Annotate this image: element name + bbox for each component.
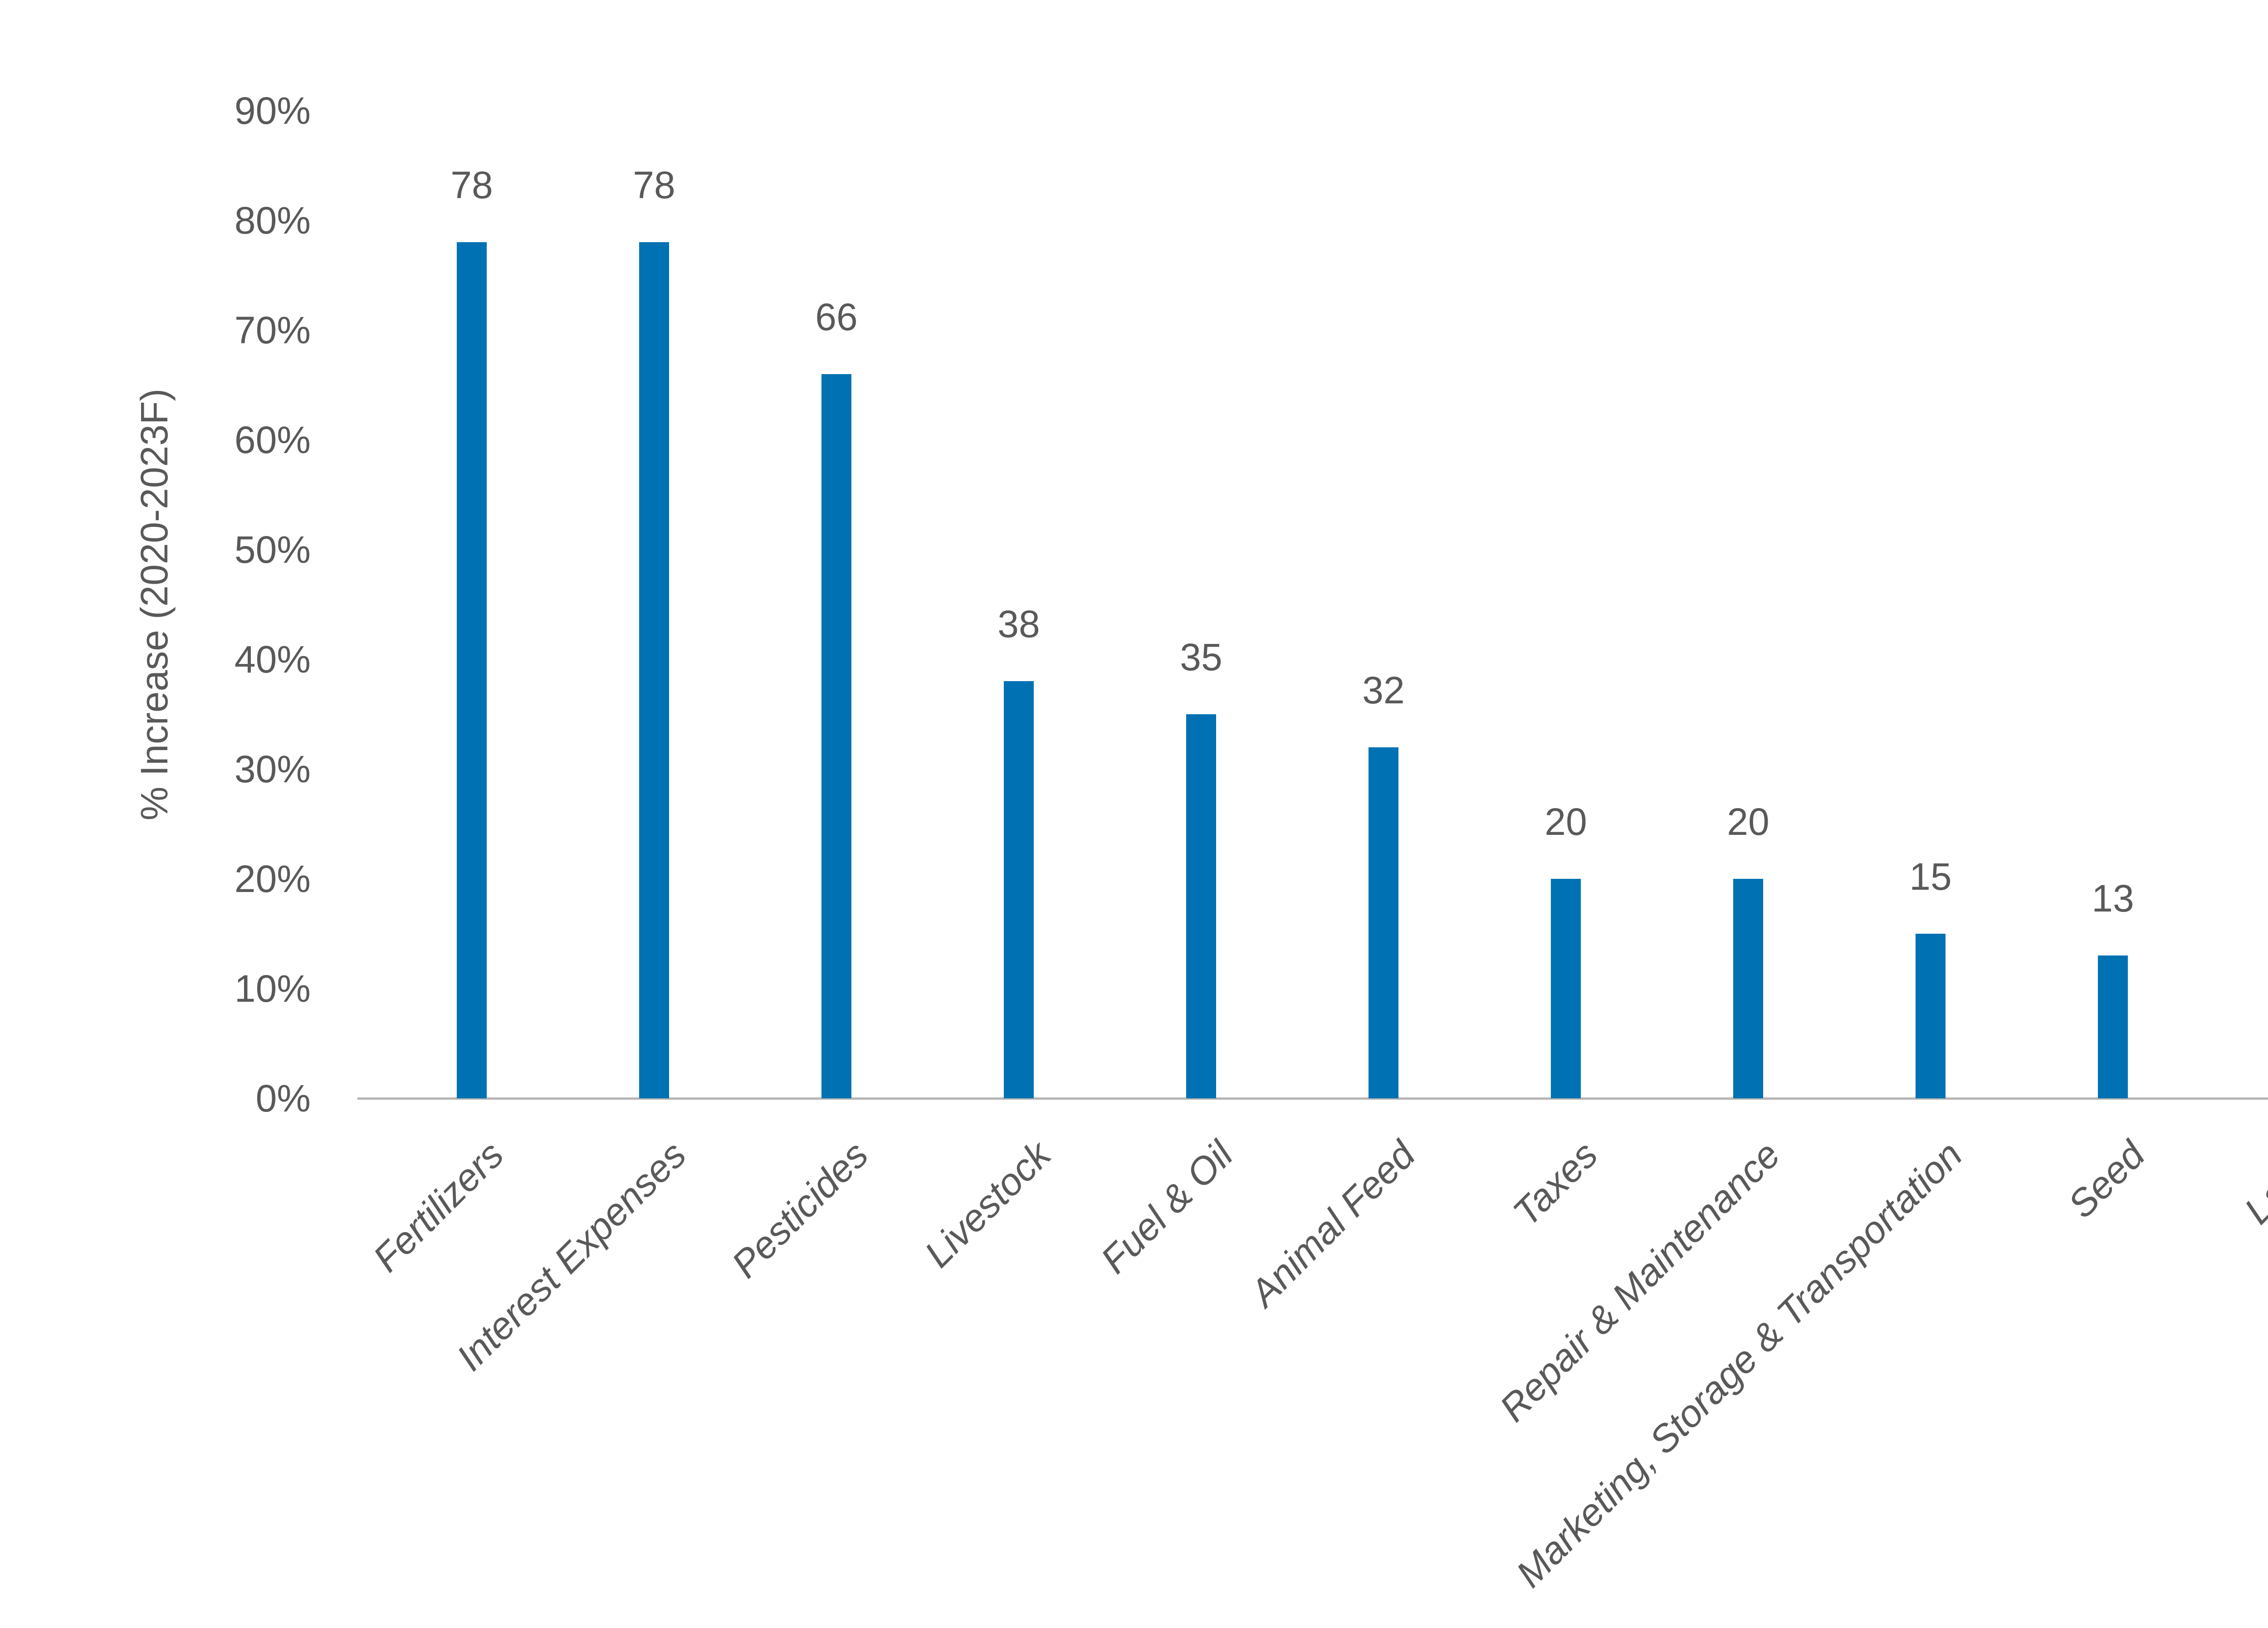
bar-pesticides [821, 374, 851, 1098]
y-tick-label-40: 40% [234, 638, 311, 681]
bar-repair-maintenance [1733, 879, 1763, 1098]
y-tick-label-80: 80% [234, 199, 311, 242]
category-label-animal-feed: Animal Feed [1242, 1133, 1423, 1315]
bar-taxes [1551, 879, 1581, 1098]
x-axis-line [357, 1097, 2268, 1100]
category-label-labor: Labor [2236, 1133, 2268, 1232]
y-tick-label-0: 0% [255, 1077, 311, 1120]
value-label-pesticides: 66 [815, 295, 858, 338]
y-tick-label-90: 90% [234, 89, 311, 132]
y-tick-label-20: 20% [234, 858, 311, 900]
category-label-pesticides: Pesticides [723, 1133, 876, 1286]
bar-fuel-oil [1186, 714, 1216, 1098]
category-label-fertilizers: Fertilizers [365, 1133, 512, 1280]
bar-animal-feed [1369, 747, 1398, 1098]
value-label-fuel-oil: 35 [1180, 636, 1222, 678]
category-label-fuel-oil: Fuel & Oil [1092, 1133, 1241, 1282]
y-tick-label-70: 70% [234, 309, 311, 351]
category-label-seed: Seed [2059, 1133, 2153, 1226]
y-tick-label-50: 50% [234, 528, 311, 571]
category-label-taxes: Taxes [1505, 1133, 1606, 1234]
value-label-labor: 12 [2204, 891, 2268, 929]
y-tick-label-30: 30% [234, 748, 311, 790]
value-label-seed: 13 [2092, 877, 2134, 920]
value-label-animal-feed: 32 [1362, 668, 1405, 712]
value-label-livestock: 38 [997, 603, 1040, 646]
value-label-fertilizers: 78 [450, 164, 493, 207]
value-label-taxes: 20 [1545, 800, 1587, 843]
category-label-livestock: Livestock [916, 1133, 1059, 1276]
bar-interest-expenses [639, 242, 669, 1098]
bar-marketing-storage-transportation [1916, 934, 1945, 1098]
bar-livestock [1004, 681, 1034, 1098]
value-label-repair-maintenance: 20 [1727, 800, 1769, 843]
value-label-interest-expenses: 78 [633, 164, 675, 207]
y-tick-label-10: 10% [234, 967, 311, 1010]
y-tick-label-60: 60% [234, 419, 311, 461]
value-label-marketing-storage-transportation: 15 [1909, 855, 1952, 898]
bar-seed [2098, 955, 2128, 1098]
bar-fertilizers [457, 242, 487, 1098]
